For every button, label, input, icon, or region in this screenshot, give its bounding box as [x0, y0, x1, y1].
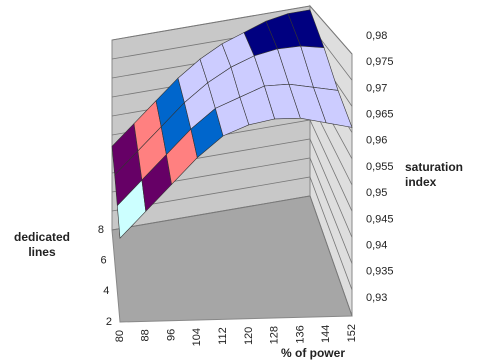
x-tick-label: 96 [166, 329, 178, 341]
depth-axis-label-box: dedicated lines [13, 230, 70, 259]
z-axis-label: saturation index [405, 160, 464, 189]
z-tick-label: 0,94 [366, 240, 387, 252]
x-tick-label: 128 [269, 326, 281, 344]
grid-line [111, 195, 353, 317]
z-tick-label: 0,98 [366, 30, 387, 42]
z-tick-label: 0,96 [366, 135, 387, 147]
x-tick-label: 120 [243, 327, 255, 345]
z-tick-label: 0,935 [366, 266, 394, 278]
z-tick-label: 0,955 [366, 161, 394, 173]
z-tick-label: 0,945 [366, 213, 394, 225]
z-tick-label: 0,95 [366, 187, 387, 199]
depth-tick-label: 2 [106, 316, 112, 328]
x-axis-label: % of power [281, 346, 345, 360]
z-axis-label-box: saturation index [405, 160, 464, 189]
depth-tick-label: 6 [101, 255, 107, 267]
x-tick-label: 80 [114, 330, 126, 342]
grid-line [111, 157, 353, 264]
x-tick-label: 88 [140, 329, 152, 341]
surface-cell [313, 86, 353, 128]
grid-line [111, 5, 353, 55]
depth-axis-label: dedicated lines [13, 230, 70, 259]
x-tick-label: 152 [346, 324, 358, 342]
z-tick-label: 0,965 [366, 109, 394, 121]
x-tick-label: 136 [294, 325, 306, 343]
z-tick-label: 0,975 [366, 56, 394, 68]
depth-tick-label: 8 [98, 224, 104, 236]
surface [111, 9, 353, 239]
x-tick-label: 144 [320, 325, 332, 343]
z-tick-label: 0,97 [366, 82, 387, 94]
grid-line [111, 176, 353, 290]
x-tick-label: 104 [191, 328, 203, 346]
z-tick-label: 0,93 [366, 292, 387, 304]
depth-tick-label: 4 [103, 285, 109, 297]
x-tick-label: 112 [217, 327, 229, 345]
